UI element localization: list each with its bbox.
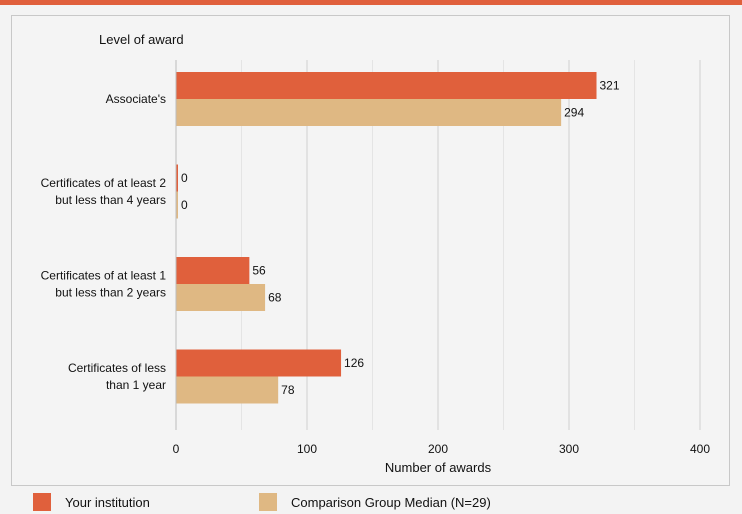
data-label: 68 <box>268 291 282 305</box>
y-axis-title: Level of award <box>99 32 184 47</box>
legend-swatch-comparison-median <box>259 493 277 511</box>
legend-swatch-your-institution <box>33 493 51 511</box>
data-label: 321 <box>600 79 620 93</box>
category-label: Certificates of at least 1 <box>41 269 167 283</box>
category-label: Associate's <box>106 92 166 106</box>
category-label: but less than 2 years <box>55 286 166 300</box>
data-label: 78 <box>281 383 295 397</box>
x-tick-label: 0 <box>173 442 180 456</box>
bar-your-institution <box>176 257 250 284</box>
x-axis-title: Number of awards <box>385 460 492 475</box>
legend-item-comparison-median: Comparison Group Median (N=29) <box>259 492 491 512</box>
category-label: Certificates of less <box>68 361 166 375</box>
bar-your-institution <box>176 72 597 99</box>
category-label: than 1 year <box>106 378 166 392</box>
category-label: Certificates of at least 2 <box>41 176 167 190</box>
category-label: but less than 4 years <box>55 193 166 207</box>
legend-label-comparison-median: Comparison Group Median (N=29) <box>291 494 491 510</box>
x-tick-label: 400 <box>690 442 710 456</box>
top-accent-rule <box>0 0 742 5</box>
bar-comparison-median <box>176 284 266 311</box>
bar-your-institution <box>176 164 178 192</box>
x-tick-label: 300 <box>559 442 579 456</box>
data-label: 0 <box>181 171 188 185</box>
legend: Your institution Comparison Group Median… <box>0 488 742 514</box>
x-tick-label: 100 <box>297 442 317 456</box>
data-label: 294 <box>564 106 584 120</box>
x-tick-label: 200 <box>428 442 448 456</box>
bar-comparison-median <box>176 191 178 219</box>
data-label: 0 <box>181 198 188 212</box>
data-label: 56 <box>252 264 266 278</box>
data-label: 126 <box>344 356 364 370</box>
legend-item-your-institution: Your institution <box>33 492 150 512</box>
bar-comparison-median <box>176 99 562 126</box>
legend-label-your-institution: Your institution <box>65 494 150 510</box>
bar-your-institution <box>176 349 342 377</box>
bar-comparison-median <box>176 376 279 404</box>
bar-chart: 0 100 200 300 400 Level of award Number of awa… <box>41 32 711 475</box>
